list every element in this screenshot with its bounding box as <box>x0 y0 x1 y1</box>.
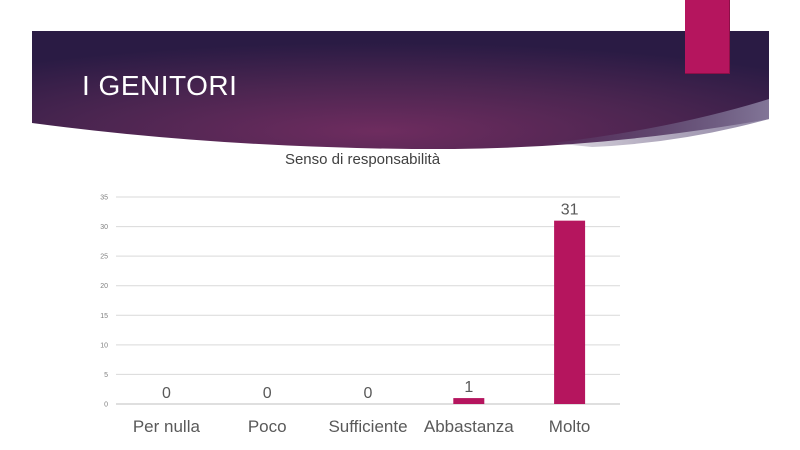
bar <box>554 220 586 404</box>
y-tick-label: 30 <box>100 224 108 231</box>
slide-title: I GENITORI <box>82 70 238 101</box>
category-label: Sufficiente <box>328 417 407 436</box>
y-tick-label: 35 <box>100 195 108 202</box>
y-tick-label: 20 <box>100 283 108 290</box>
category-label: Molto <box>549 417 591 436</box>
chart-title: Senso di responsabilità <box>284 151 441 168</box>
category-label: Abbastanza <box>424 417 514 436</box>
y-tick-label: 0 <box>104 402 108 409</box>
y-tick-label: 25 <box>100 254 108 261</box>
category-label: Per nulla <box>133 417 201 436</box>
y-tick-label: 15 <box>100 313 108 320</box>
data-label: 31 <box>561 202 579 219</box>
data-label: 1 <box>464 379 473 396</box>
accent-tab <box>685 0 730 74</box>
category-label: Poco <box>248 417 287 436</box>
data-label: 0 <box>364 385 373 402</box>
title-banner <box>32 31 769 149</box>
bar <box>453 398 485 404</box>
data-label: 0 <box>263 385 272 402</box>
y-tick-label: 5 <box>104 372 108 379</box>
banner-background <box>32 31 769 149</box>
data-label: 0 <box>162 385 171 402</box>
y-tick-label: 10 <box>100 342 108 349</box>
